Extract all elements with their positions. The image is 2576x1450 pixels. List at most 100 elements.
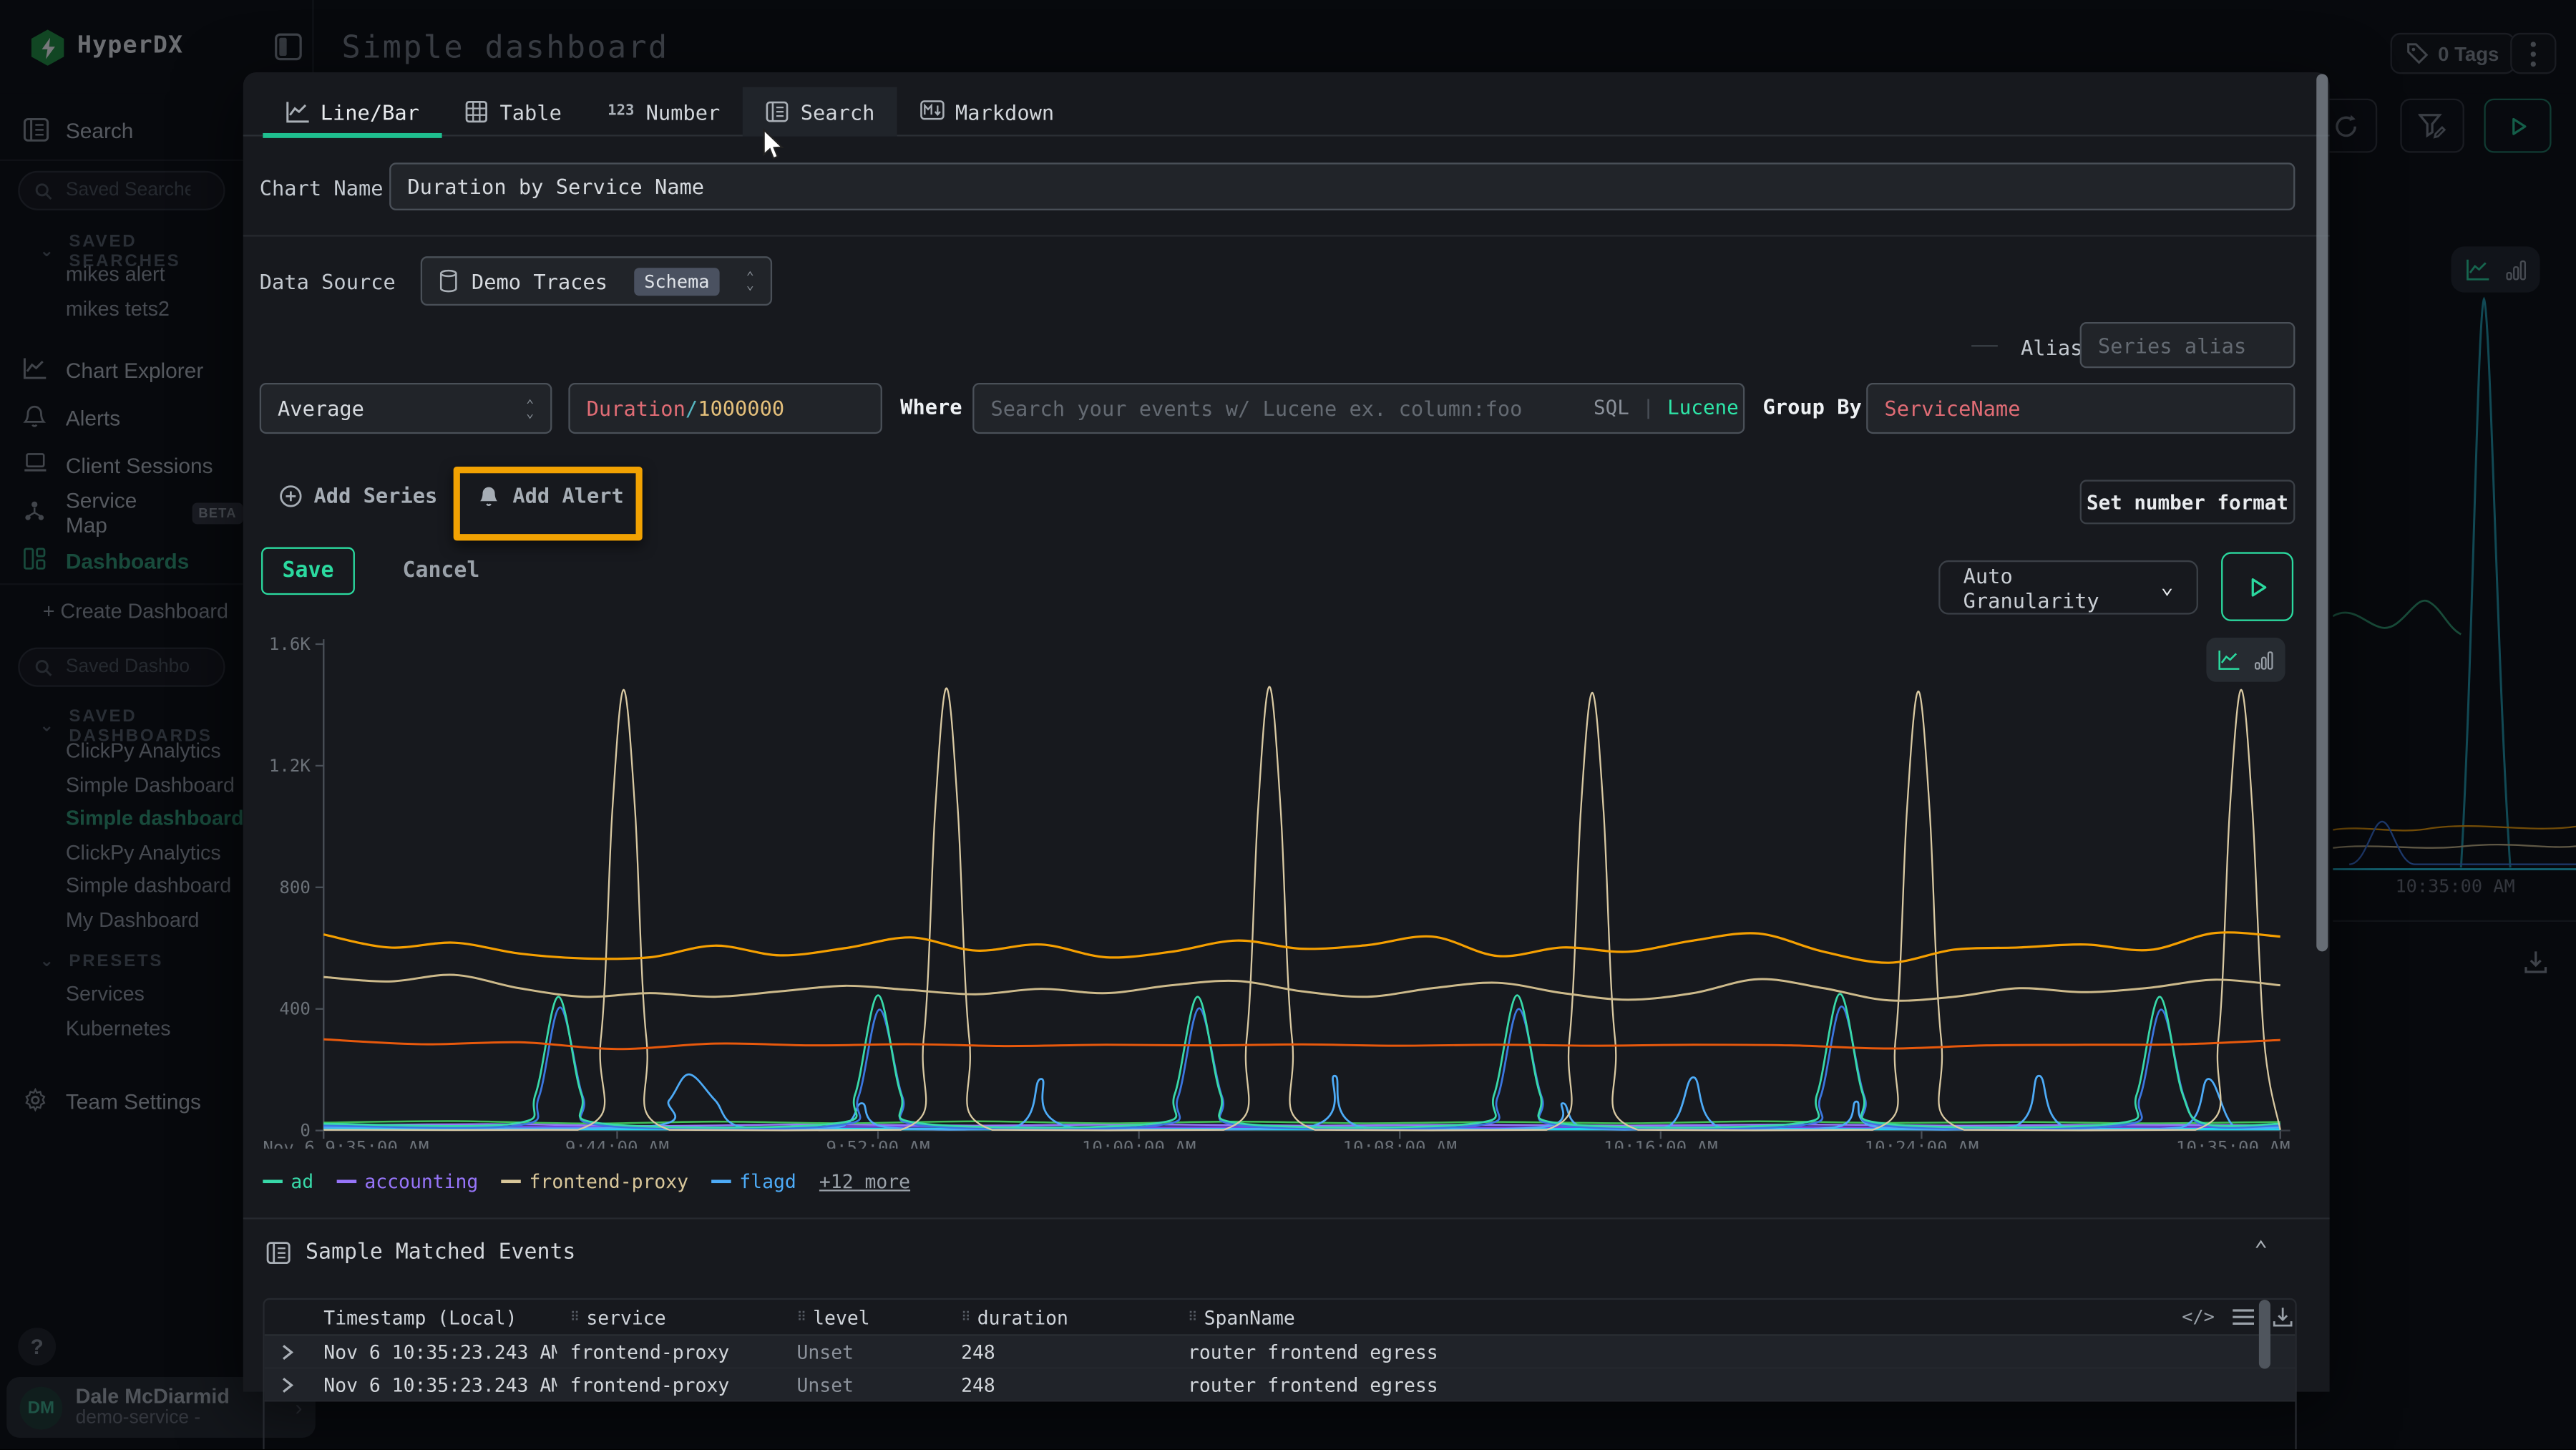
tab-number[interactable]: 123Number: [585, 87, 743, 137]
svg-text:10:08:00 AM: 10:08:00 AM: [1342, 1138, 1457, 1149]
legend-swatch: [336, 1179, 356, 1183]
aggregation-select[interactable]: Average ⌃⌄: [260, 383, 552, 434]
column-header-timestamp-local-[interactable]: Timestamp (Local): [311, 1305, 557, 1328]
series-unnamed: [323, 1039, 2280, 1049]
svg-text:800: 800: [279, 877, 311, 897]
series-unnamed: [323, 686, 2280, 1130]
series-unnamed: [323, 1006, 2280, 1129]
cell: 248: [948, 1373, 1175, 1396]
lucene-option[interactable]: Lucene: [1667, 396, 1739, 419]
code-icon[interactable]: </>: [2182, 1306, 2215, 1328]
cell: Nov 6 10:35:23.243 AM: [311, 1373, 557, 1396]
annotation-highlight-box: [454, 467, 643, 540]
chart-name-input[interactable]: [389, 162, 2295, 210]
alias-dash: [1971, 345, 1998, 346]
svg-text:1.2K: 1.2K: [269, 756, 311, 776]
table-scrollbar[interactable]: [2259, 1300, 2270, 1368]
123-icon: 123: [608, 104, 634, 120]
modal-divider: [243, 1217, 2330, 1219]
svg-text:10:16:00 AM: 10:16:00 AM: [1604, 1138, 1718, 1149]
alias-input[interactable]: [2080, 322, 2296, 368]
row-density-icon[interactable]: [2233, 1308, 2254, 1326]
group-by-input[interactable]: [1866, 383, 2295, 434]
markdown-icon: [921, 100, 944, 123]
series-frontend-proxy: [323, 975, 2280, 1001]
chart-editor-modal: Line/BarTable123NumberSearchMarkdown Cha…: [243, 72, 2330, 1392]
save-button[interactable]: Save: [261, 548, 355, 595]
chart-type-toggle[interactable]: [2206, 638, 2285, 682]
expand-row-icon[interactable]: [265, 1376, 311, 1393]
add-series-button[interactable]: Add Series: [279, 483, 437, 507]
legend-swatch: [711, 1179, 731, 1183]
table-icon: [465, 100, 488, 123]
legend-more-link[interactable]: +12 more: [819, 1170, 910, 1193]
run-chart-button[interactable]: [2221, 552, 2293, 621]
svg-text:9:44:00 AM: 9:44:00 AM: [565, 1138, 669, 1149]
svg-text:Nov 6 9:35:00 AM: Nov 6 9:35:00 AM: [263, 1138, 429, 1149]
sample-events-header[interactable]: Sample Matched Events: [266, 1240, 575, 1265]
tab-markdown[interactable]: Markdown: [898, 87, 1078, 137]
legend-item-ad[interactable]: ad: [263, 1170, 313, 1193]
legend-swatch: [263, 1179, 283, 1183]
cell: router frontend egress: [1175, 1373, 1701, 1396]
tab-line-bar[interactable]: Line/Bar: [263, 87, 442, 137]
data-source-label: Data Source: [260, 270, 396, 294]
query-language-toggle[interactable]: SQL | Lucene: [1594, 396, 1739, 419]
svg-text:400: 400: [279, 999, 311, 1019]
cancel-button[interactable]: Cancel: [403, 559, 480, 583]
select-chevrons-icon: ⌃⌄: [746, 273, 754, 289]
cell: router frontend egress: [1175, 1340, 1701, 1363]
where-label: Where: [900, 394, 962, 419]
alias-label: Alias: [2021, 335, 2082, 359]
bar-chart-icon: [2254, 650, 2274, 670]
line-chart-icon: [2218, 649, 2240, 671]
chevron-down-icon: ⌄: [2161, 575, 2174, 600]
field-expression-input[interactable]: Duration/1000000: [568, 383, 882, 434]
svg-text:10:24:00 AM: 10:24:00 AM: [1865, 1138, 1979, 1149]
granularity-select[interactable]: Auto Granularity ⌄: [1938, 560, 2198, 615]
table-row[interactable]: Nov 6 10:35:23.243 AMfrontend-proxyUnset…: [265, 1369, 2296, 1402]
column-header-spanname[interactable]: ⠿SpanName: [1175, 1305, 1701, 1328]
sample-events-table[interactable]: Timestamp (Local)⠿service⠿level⠿duration…: [263, 1298, 2296, 1449]
svg-text:9:52:00 AM: 9:52:00 AM: [826, 1138, 930, 1149]
legend-swatch: [502, 1179, 522, 1183]
cell: frontend-proxy: [557, 1373, 784, 1396]
chart-legend: ad accounting frontend-proxy flagd +12 more: [263, 1170, 910, 1193]
cell: 248: [948, 1340, 1175, 1363]
table-row[interactable]: Nov 6 10:35:23.243 AMfrontend-proxyUnset…: [265, 1336, 2296, 1369]
legend-item-frontend-proxy[interactable]: frontend-proxy: [502, 1170, 689, 1193]
cell: Unset: [784, 1340, 948, 1363]
legend-item-flagd[interactable]: flagd: [711, 1170, 796, 1193]
column-header-duration[interactable]: ⠿duration: [948, 1305, 1175, 1328]
data-source-select[interactable]: Demo Traces Schema ⌃⌄: [421, 256, 772, 306]
duration-chart[interactable]: 04008001.2K1.6KNov 6 9:35:00 AM9:44:00 A…: [246, 629, 2303, 1149]
doc-list-icon: [766, 100, 789, 123]
group-by-label: Group By: [1763, 394, 1862, 419]
svg-text:10:35:00 AM: 10:35:00 AM: [2176, 1138, 2290, 1149]
tab-search[interactable]: Search: [743, 87, 897, 137]
download-icon[interactable]: [2272, 1306, 2293, 1328]
set-number-format-button[interactable]: Set number format: [2080, 480, 2296, 524]
column-header-level[interactable]: ⠿level: [784, 1305, 948, 1328]
drag-handle-icon[interactable]: ⠿: [570, 1310, 578, 1325]
chart-name-label: Chart Name: [260, 176, 384, 200]
legend-item-accounting[interactable]: accounting: [336, 1170, 478, 1193]
drag-handle-icon[interactable]: ⠿: [797, 1310, 805, 1325]
series-ad: [323, 994, 2280, 1128]
cell: frontend-proxy: [557, 1340, 784, 1363]
series-unnamed: [323, 933, 2280, 963]
plus-circle-icon: [279, 484, 302, 507]
chart-line-icon: [286, 100, 308, 123]
database-icon: [439, 270, 459, 293]
cell: Nov 6 10:35:23.243 AM: [311, 1340, 557, 1363]
column-header-service[interactable]: ⠿service: [557, 1305, 784, 1328]
expand-row-icon[interactable]: [265, 1343, 311, 1360]
drag-handle-icon[interactable]: ⠿: [1188, 1310, 1196, 1325]
modal-scrollbar[interactable]: [2316, 74, 2328, 951]
app-root: HyperDX Simple dashboard 0 Tags Search: [0, 0, 2576, 1449]
tab-table[interactable]: Table: [442, 87, 585, 137]
collapse-section-icon[interactable]: ⌃: [2254, 1237, 2268, 1264]
sql-option[interactable]: SQL: [1594, 396, 1629, 419]
play-icon: [2247, 576, 2268, 598]
drag-handle-icon[interactable]: ⠿: [961, 1310, 969, 1325]
